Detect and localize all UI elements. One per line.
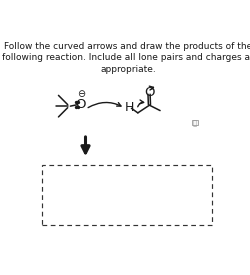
FancyBboxPatch shape bbox=[192, 120, 198, 125]
Text: ⤢: ⤢ bbox=[193, 119, 197, 126]
Text: O: O bbox=[144, 86, 154, 99]
Text: O: O bbox=[76, 98, 86, 111]
Text: Follow the curved arrows and draw the products of the
following reaction. Includ: Follow the curved arrows and draw the pr… bbox=[2, 42, 250, 74]
Text: ⊖: ⊖ bbox=[78, 89, 86, 99]
Text: H: H bbox=[124, 101, 134, 114]
